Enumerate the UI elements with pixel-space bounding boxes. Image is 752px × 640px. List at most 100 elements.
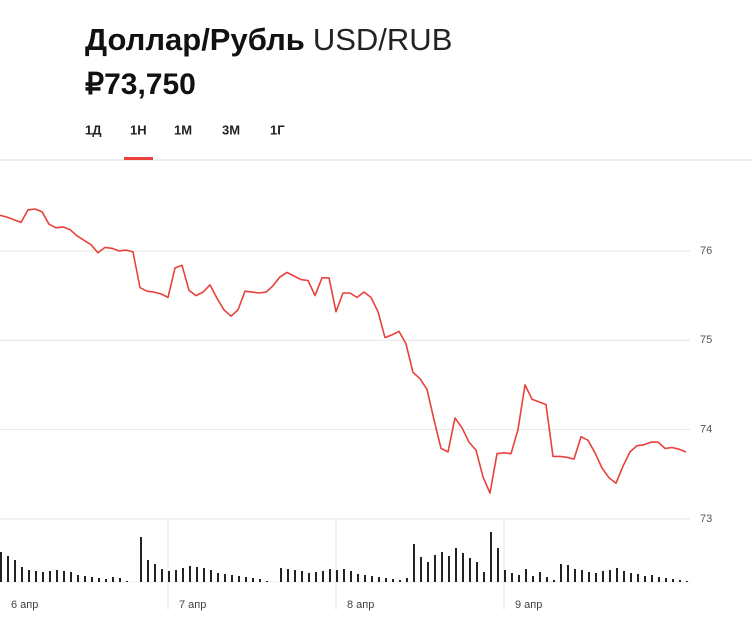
volume-bar [35, 571, 37, 582]
volume-bar [238, 576, 240, 582]
volume-bar [392, 579, 394, 582]
volume-bar [399, 580, 401, 582]
volume-bar [203, 568, 205, 582]
volume-bar [182, 568, 184, 582]
volume-bar [364, 575, 366, 582]
volume-bar [546, 577, 548, 582]
volume-bar [406, 578, 408, 582]
volume-bar [42, 572, 44, 582]
tab[interactable]: 1Г [270, 122, 285, 137]
volume-bar [490, 532, 492, 582]
volume-bar [371, 576, 373, 582]
volume-bar [504, 570, 506, 582]
volume-bar [77, 575, 79, 582]
volume-bar [651, 575, 653, 582]
x-tick-label: 7 апр [179, 599, 206, 611]
volume-bar [567, 565, 569, 582]
volume-bar [560, 564, 562, 582]
volume-bar [483, 572, 485, 582]
volume-bar [455, 548, 457, 582]
volume-bar [189, 566, 191, 582]
volume-bar [413, 544, 415, 582]
volume-bar [105, 579, 107, 582]
volume-bar [595, 573, 597, 582]
tab[interactable]: 3М [222, 122, 240, 137]
volume-bar [252, 578, 254, 582]
tab[interactable]: 1Д [85, 122, 102, 137]
volume-bar [147, 560, 149, 582]
volume-bar [154, 564, 156, 582]
volume-bar [469, 558, 471, 582]
volume-bar [462, 553, 464, 582]
volume-bar [427, 562, 429, 582]
volume-bar [245, 577, 247, 582]
volume-bar [91, 577, 93, 582]
volume-bar [434, 555, 436, 582]
volume-bar [119, 578, 121, 582]
y-tick-label: 74 [700, 424, 712, 436]
volume-bar [266, 581, 268, 582]
volume-bar [553, 580, 555, 582]
price: ₽73,750 [85, 68, 196, 101]
ticker: USD/RUB [313, 22, 453, 57]
volume-bar [665, 578, 667, 582]
volume-bar [168, 571, 170, 582]
title-name: Доллар/Рубль [85, 22, 305, 57]
volume-bar [196, 567, 198, 582]
volume-bar [14, 560, 16, 582]
volume-bar [140, 537, 142, 582]
volume-bar [581, 570, 583, 582]
volume-bar [574, 569, 576, 582]
tab[interactable]: 1М [174, 122, 192, 137]
volume-bar [378, 577, 380, 582]
volume-bar [28, 570, 30, 582]
volume-bar [637, 574, 639, 582]
volume-bar [161, 569, 163, 582]
volume-bar [308, 573, 310, 582]
volume-bar [70, 572, 72, 582]
volume-bar [301, 571, 303, 582]
volume-bar [420, 557, 422, 582]
volume-bar [63, 571, 65, 582]
volume-bar [0, 552, 2, 582]
volume-bar [658, 577, 660, 582]
volume-bar [588, 572, 590, 582]
volume-bar [126, 581, 128, 582]
tab[interactable]: 1Н [130, 122, 147, 137]
volume-bar [21, 567, 23, 582]
volume-bar [259, 579, 261, 582]
x-tick-label: 6 апр [11, 599, 38, 611]
volume-bar [231, 575, 233, 582]
volume-bar [448, 556, 450, 582]
volume-bar [56, 570, 58, 582]
volume-bar [686, 581, 688, 582]
volume-bar [7, 556, 9, 582]
volume-bar [679, 580, 681, 582]
volume-bar [511, 573, 513, 582]
volume-bar [623, 571, 625, 582]
volume-bar [315, 572, 317, 582]
volume-bar [630, 573, 632, 582]
volume-bar [672, 579, 674, 582]
volume-bar [602, 571, 604, 582]
tab-underline [124, 157, 153, 160]
price-line [0, 208, 687, 494]
volume-bar [112, 577, 114, 582]
volume-bar [609, 570, 611, 582]
volume-bar [322, 571, 324, 582]
volume-bar [441, 552, 443, 582]
volume-bar [84, 576, 86, 582]
volume-bar [175, 570, 177, 582]
title: Доллар/Рубль USD/RUB [85, 22, 452, 57]
volume-bar [532, 576, 534, 582]
volume-bar [217, 573, 219, 582]
y-tick-label: 75 [700, 334, 712, 346]
y-tick-label: 73 [700, 513, 712, 525]
volume-bar [329, 569, 331, 582]
x-tick-label: 8 апр [347, 599, 374, 611]
volume-bar [294, 570, 296, 582]
volume-bar [98, 578, 100, 582]
volume-bar [336, 570, 338, 582]
